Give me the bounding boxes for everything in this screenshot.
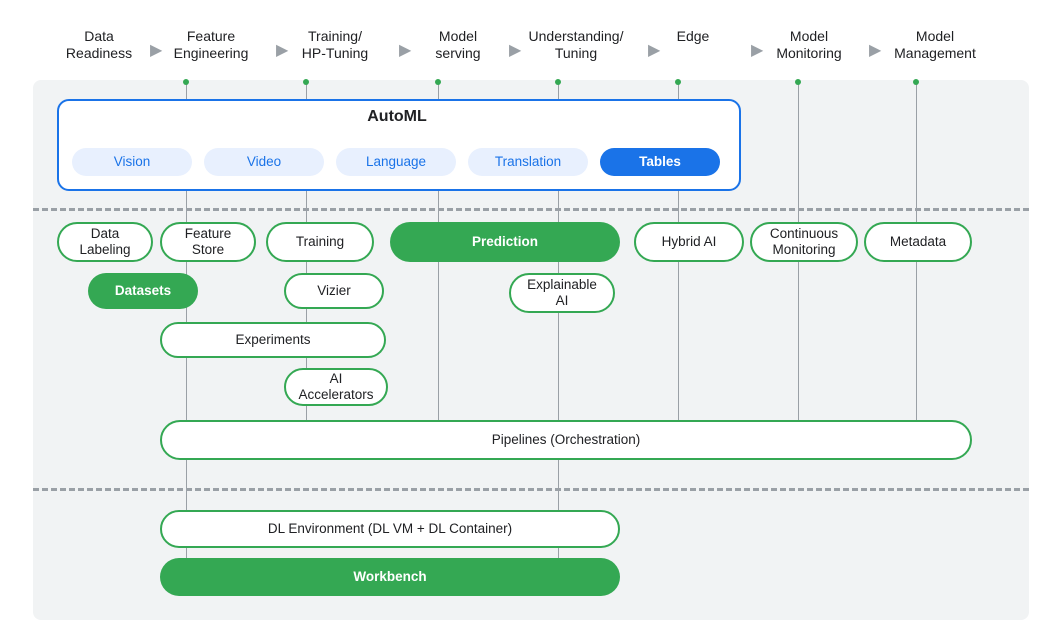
vertical-line [916, 82, 917, 460]
automl-title: AutoML [57, 108, 737, 126]
stage-label: Edge [668, 28, 718, 45]
connector-dot [183, 79, 189, 85]
service-pill: Hybrid AI [634, 222, 744, 262]
chevron-icon: ▶ [751, 40, 763, 60]
vertical-line [798, 82, 799, 460]
automl-pill: Video [204, 148, 324, 176]
service-pill: Experiments [160, 322, 386, 358]
stage-label: DataReadiness [59, 28, 139, 62]
stage-label: ModelMonitoring [769, 28, 849, 62]
service-pill: Metadata [864, 222, 972, 262]
chevron-icon: ▶ [869, 40, 881, 60]
service-pill: ContinuousMonitoring [750, 222, 858, 262]
chevron-icon: ▶ [509, 40, 521, 60]
service-pill: AIAccelerators [284, 368, 388, 406]
chevron-icon: ▶ [276, 40, 288, 60]
service-pill: Vizier [284, 273, 384, 309]
diagram-canvas: DataReadiness FeatureEngineering Training/… [0, 0, 1056, 634]
connector-dot [795, 79, 801, 85]
connector-dot [435, 79, 441, 85]
service-pill: FeatureStore [160, 222, 256, 262]
service-pill: Pipelines (Orchestration) [160, 420, 972, 460]
stage-label: Training/HP-Tuning [295, 28, 375, 62]
automl-pill: Vision [72, 148, 192, 176]
stage-label: ModelManagement [887, 28, 983, 62]
service-pill: Datasets [88, 273, 198, 309]
dashed-separator [33, 208, 1029, 211]
connector-dot [675, 79, 681, 85]
automl-pill: Tables [600, 148, 720, 176]
service-pill: Workbench [160, 558, 620, 596]
stage-label: FeatureEngineering [168, 28, 254, 62]
chevron-icon: ▶ [150, 40, 162, 60]
service-pill: Training [266, 222, 374, 262]
stage-label: Modelserving [423, 28, 493, 62]
automl-pill: Translation [468, 148, 588, 176]
service-pill: DataLabeling [57, 222, 153, 262]
chevron-icon: ▶ [399, 40, 411, 60]
service-pill: Prediction [390, 222, 620, 262]
connector-dot [555, 79, 561, 85]
chevron-icon: ▶ [648, 40, 660, 60]
connector-dot [303, 79, 309, 85]
stage-label: Understanding/Tuning [521, 28, 631, 62]
dashed-separator [33, 488, 1029, 491]
service-pill: DL Environment (DL VM + DL Container) [160, 510, 620, 548]
service-pill: ExplainableAI [509, 273, 615, 313]
connector-dot [913, 79, 919, 85]
automl-pill: Language [336, 148, 456, 176]
